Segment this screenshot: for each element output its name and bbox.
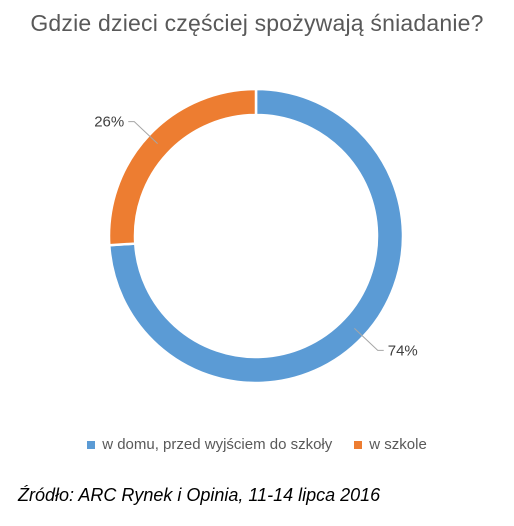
slice-home [107, 87, 405, 385]
legend-item-home: w domu, przed wyjściem do szkoły [87, 436, 332, 453]
legend-swatch-home [87, 440, 96, 449]
legend-item-school: w szkole [354, 436, 427, 453]
leader-line-home [354, 328, 384, 351]
chart-title: Gdzie dzieci częściej spożywają śniadani… [30, 10, 484, 36]
slice-school [107, 87, 258, 247]
legend-label-home: w domu, przed wyjściem do szkoły [102, 436, 333, 453]
chart-legend: w domu, przed wyjściem do szkoły w szkol… [0, 436, 514, 453]
legend-swatch-school [354, 440, 363, 449]
leader-line-school [128, 121, 158, 144]
legend-label-school: w szkole [369, 436, 427, 453]
source-note: Źródło: ARC Rynek i Opinia, 11-14 lipca … [18, 485, 381, 505]
data-label-home: 74% [388, 342, 418, 359]
data-label-school: 26% [94, 114, 124, 131]
